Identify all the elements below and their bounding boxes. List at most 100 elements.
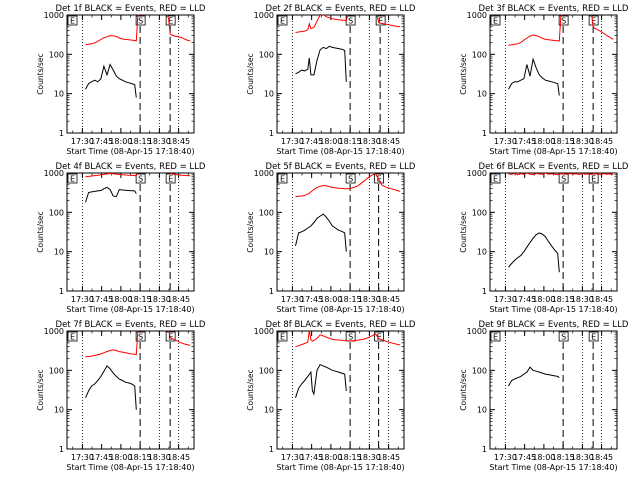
series-lld	[85, 15, 191, 46]
x-tick-label: 18:30	[571, 137, 594, 146]
y-tick-label: 100	[49, 208, 64, 217]
y-axis-label: Counts/sec	[36, 53, 45, 94]
y-tick-label: 10	[264, 406, 274, 415]
series-events	[508, 366, 560, 387]
y-axis-label: Counts/sec	[459, 211, 468, 252]
x-tick-label: 17:45	[513, 295, 536, 304]
marker-label-S: S	[348, 175, 353, 184]
marker-box	[67, 331, 78, 342]
marker-box	[277, 331, 288, 342]
panel-title: Det 9f BLACK = Events, RED = LLD	[479, 320, 629, 330]
marker-label-E: E	[591, 333, 596, 342]
panel-5: Det 5f BLACK = Events, RED = LLD 1 10 100 10…	[246, 162, 416, 314]
marker-label-E: E	[168, 175, 173, 184]
y-axis-label: Counts/sec	[36, 369, 45, 410]
marker-box	[588, 15, 599, 26]
panel-title: Det 3f BLACK = Events, RED = LLD	[479, 4, 629, 14]
marker-box	[588, 331, 599, 342]
marker-box	[135, 15, 146, 26]
x-tick-label: 18:15	[552, 137, 575, 146]
y-tick-label: 10	[54, 90, 64, 99]
marker-box	[67, 173, 78, 184]
x-tick-label: 17:45	[90, 295, 113, 304]
x-tick-label: 18:30	[358, 137, 381, 146]
x-tick-label: 18:30	[148, 295, 171, 304]
x-tick-label: 18:15	[339, 137, 362, 146]
y-axis-label: Counts/sec	[246, 211, 255, 252]
marker-box	[165, 173, 176, 184]
plot-frame	[489, 14, 618, 134]
y-tick-label: 10	[264, 90, 274, 99]
x-tick-label: 17:45	[300, 137, 323, 146]
marker-label-E: E	[377, 333, 382, 342]
x-tick-label: 18:00	[532, 453, 555, 462]
marker-label-E: E	[378, 17, 383, 26]
x-tick-label: 18:15	[552, 295, 575, 304]
y-tick-label: 10	[264, 248, 274, 257]
x-tick-label: 18:15	[339, 295, 362, 304]
series-events	[85, 186, 137, 203]
marker-label-E: E	[70, 175, 75, 184]
x-tick-label: 18:00	[319, 137, 342, 146]
y-tick-label: 1	[59, 445, 64, 454]
x-tick-label: 18:30	[358, 295, 381, 304]
x-axis-label: Start Time (08-Apr-15 17:18:40)	[489, 305, 617, 314]
x-tick-label: 18:45	[377, 453, 400, 462]
x-tick-label: 18:00	[109, 137, 132, 146]
y-tick-label: 100	[49, 50, 64, 59]
series-events	[295, 213, 347, 252]
y-tick-label: 10	[477, 90, 487, 99]
panel-2: Det 2f BLACK = Events, RED = LLD 1 10 100 10…	[246, 4, 416, 156]
panel-3: Det 3f BLACK = Events, RED = LLD 1 10 100 10…	[459, 4, 629, 156]
marker-label-E: E	[70, 333, 75, 342]
x-tick-label: 18:45	[167, 453, 190, 462]
x-axis-label: Start Time (08-Apr-15 17:18:40)	[66, 147, 194, 156]
panel-title: Det 7f BLACK = Events, RED = LLD	[56, 320, 206, 330]
x-tick-label: 18:15	[129, 295, 152, 304]
marker-label-E: E	[168, 17, 173, 26]
x-tick-label: 18:00	[109, 453, 132, 462]
x-tick-label: 17:30	[281, 295, 304, 304]
series-events	[85, 63, 137, 98]
marker-label-S: S	[561, 175, 566, 184]
marker-label-E: E	[70, 17, 75, 26]
x-tick-label: 18:45	[590, 295, 613, 304]
marker-box	[558, 15, 569, 26]
y-tick-label: 10	[477, 248, 487, 257]
series-lld	[295, 331, 401, 348]
y-tick-label: 10	[477, 406, 487, 415]
x-tick-label: 17:45	[513, 453, 536, 462]
x-tick-label: 18:15	[129, 137, 152, 146]
x-tick-label: 18:45	[167, 295, 190, 304]
x-tick-label: 17:30	[71, 295, 94, 304]
x-tick-label: 18:30	[148, 137, 171, 146]
x-tick-label: 17:30	[281, 137, 304, 146]
marker-box	[374, 173, 385, 184]
marker-label-E: E	[280, 333, 285, 342]
x-tick-label: 18:45	[377, 137, 400, 146]
series-events	[295, 45, 347, 82]
marker-box	[490, 331, 501, 342]
y-tick-label: 1000	[44, 327, 64, 336]
panel-8: Det 8f BLACK = Events, RED = LLD 1 10 100 10…	[246, 320, 416, 472]
plot-frame	[66, 14, 195, 134]
y-tick-label: 1	[269, 129, 274, 138]
marker-label-S: S	[348, 333, 353, 342]
y-tick-label: 1	[269, 287, 274, 296]
y-tick-label: 100	[259, 50, 274, 59]
x-tick-label: 17:45	[90, 137, 113, 146]
y-tick-label: 100	[49, 366, 64, 375]
x-tick-label: 18:45	[377, 295, 400, 304]
marker-label-E: E	[591, 175, 596, 184]
panel-title: Det 1f BLACK = Events, RED = LLD	[56, 4, 206, 14]
x-tick-label: 18:45	[590, 453, 613, 462]
y-axis-label: Counts/sec	[246, 53, 255, 94]
x-tick-label: 18:30	[571, 295, 594, 304]
y-tick-label: 1	[59, 129, 64, 138]
marker-box	[277, 173, 288, 184]
series-events	[85, 365, 137, 410]
plot-frame	[489, 172, 618, 292]
y-tick-label: 1000	[44, 11, 64, 20]
y-axis-label: Counts/sec	[459, 369, 468, 410]
series-lld	[295, 173, 401, 198]
